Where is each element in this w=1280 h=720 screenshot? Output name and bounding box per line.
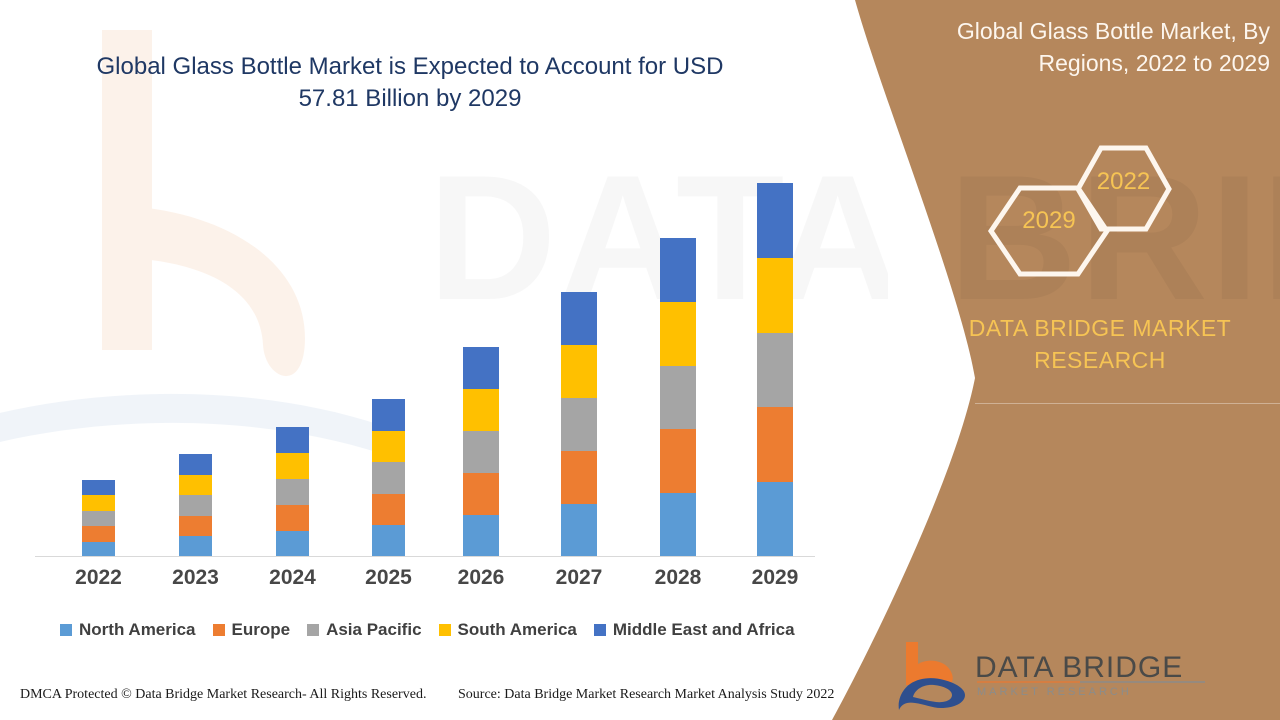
svg-text:MARKET RESEARCH: MARKET RESEARCH: [977, 686, 1132, 698]
svg-text:DATA BRIDGE: DATA BRIDGE: [975, 651, 1183, 684]
